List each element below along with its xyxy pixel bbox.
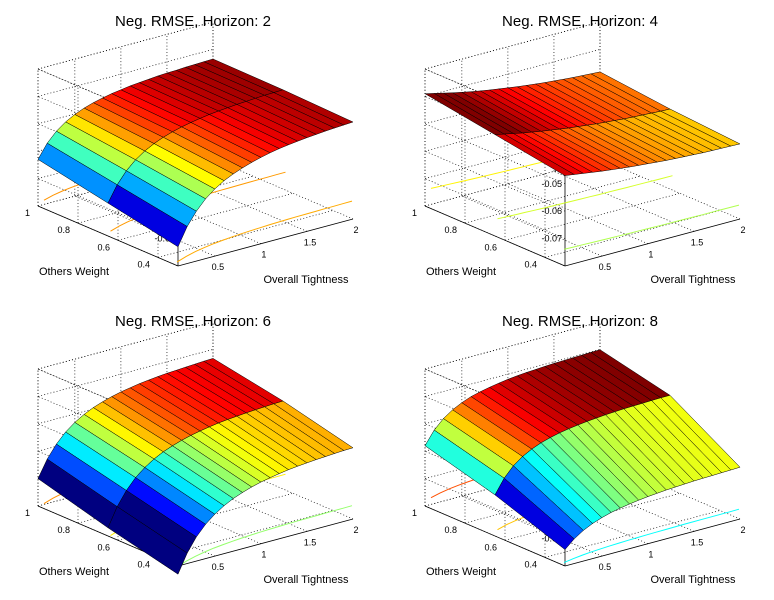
surface-plot-svg: Neg. RMSE, Horizon: 6-0.07-0.06-0.05-0.0… bbox=[25, 313, 359, 586]
chart-title: Neg. RMSE, Horizon: 2 bbox=[115, 13, 271, 30]
x-gridline-floor bbox=[507, 183, 649, 245]
y-axis-line bbox=[37, 205, 179, 267]
y-axis-line bbox=[424, 505, 566, 567]
x-axis-line bbox=[177, 518, 354, 567]
surface-mesh bbox=[37, 358, 354, 575]
x-tick-label: 1 bbox=[648, 550, 653, 560]
surface-plot-horizon-6: Neg. RMSE, Horizon: 6-0.07-0.06-0.05-0.0… bbox=[0, 300, 387, 600]
y-tick-label: 0.8 bbox=[57, 525, 70, 535]
y-tick-label: 0.6 bbox=[484, 542, 497, 552]
floor-contour-line bbox=[497, 175, 673, 220]
surface-patch bbox=[494, 133, 575, 176]
x-tick-label: 2 bbox=[353, 525, 358, 535]
x-tick-label: 1.5 bbox=[304, 537, 317, 547]
z-gridline-back-wall bbox=[424, 49, 601, 97]
x-tick-label: 0.5 bbox=[599, 262, 612, 272]
x-tick-label: 2 bbox=[353, 225, 358, 235]
z-tick-label: -0.05 bbox=[541, 179, 562, 189]
y-gridline-floor bbox=[157, 210, 334, 258]
x-tick-label: 1 bbox=[648, 250, 653, 260]
floor-contour-line bbox=[563, 204, 740, 250]
y-axis-label: Others Weight bbox=[39, 266, 109, 278]
z-gridline-back-wall bbox=[37, 321, 214, 370]
y-gridline-floor bbox=[464, 175, 641, 224]
y-gridline-floor bbox=[504, 492, 681, 541]
y-gridline-floor bbox=[544, 510, 721, 558]
y-gridline-floor bbox=[77, 175, 254, 224]
z-gridline-back-wall bbox=[37, 49, 214, 97]
surface-mesh bbox=[424, 349, 741, 550]
y-tick-label: 1 bbox=[412, 208, 417, 218]
x-axis-line bbox=[564, 218, 741, 267]
surface-plot-horizon-2: Neg. RMSE, Horizon: 2-0.07-0.06-0.05-0.0… bbox=[0, 0, 387, 300]
surface-patch bbox=[107, 506, 188, 575]
z-gridline-back-wall bbox=[37, 21, 214, 70]
x-tick-label: 1.5 bbox=[691, 537, 704, 547]
y-tick-label: 0.6 bbox=[97, 242, 110, 252]
y-gridline-floor bbox=[157, 510, 334, 558]
y-tick-label: 0.6 bbox=[97, 542, 110, 552]
y-tick-label: 0.4 bbox=[137, 559, 150, 569]
z-tick-label: -0.06 bbox=[541, 206, 562, 216]
x-tick-label: 1 bbox=[261, 250, 266, 260]
x-axis-label: Overall Tightness bbox=[651, 274, 736, 286]
y-axis-label: Others Weight bbox=[426, 566, 496, 578]
x-axis-line bbox=[564, 518, 741, 567]
y-tick-label: 0.4 bbox=[137, 259, 150, 269]
y-gridline-floor bbox=[117, 492, 294, 541]
y-axis-label: Others Weight bbox=[39, 566, 109, 578]
surface-patch bbox=[494, 477, 575, 550]
z-gridline-back-wall bbox=[424, 321, 601, 370]
y-tick-label: 0.4 bbox=[524, 259, 537, 269]
y-tick-label: 0.8 bbox=[57, 225, 70, 235]
y-gridline-floor bbox=[544, 210, 721, 258]
z-gridline-back-wall bbox=[424, 349, 601, 397]
x-tick-label: 1.5 bbox=[304, 237, 317, 247]
x-tick-label: 1.5 bbox=[691, 237, 704, 247]
y-tick-label: 1 bbox=[412, 508, 417, 518]
y-tick-label: 0.6 bbox=[484, 242, 497, 252]
x-gridline-floor bbox=[461, 195, 602, 257]
x-tick-label: 2 bbox=[740, 225, 745, 235]
y-tick-label: 1 bbox=[25, 508, 30, 518]
z-gridline-back-wall bbox=[37, 349, 214, 397]
chart-title: Neg. RMSE, Horizon: 4 bbox=[502, 13, 658, 30]
surface-mesh bbox=[424, 71, 741, 176]
surface-plot-svg: Neg. RMSE, Horizon: 4-0.07-0.06-0.05-0.0… bbox=[412, 13, 746, 286]
surface-patch bbox=[107, 184, 188, 248]
y-axis-label: Others Weight bbox=[426, 266, 496, 278]
x-tick-label: 0.5 bbox=[599, 562, 612, 572]
floor-contour-line bbox=[563, 508, 740, 564]
x-tick-label: 1 bbox=[261, 550, 266, 560]
z-gridline-back-wall bbox=[424, 21, 601, 70]
surface-plot-svg: Neg. RMSE, Horizon: 2-0.07-0.06-0.05-0.0… bbox=[25, 13, 359, 286]
chart-title: Neg. RMSE, Horizon: 8 bbox=[502, 313, 658, 330]
floor-contour-line bbox=[176, 200, 353, 263]
x-axis-label: Overall Tightness bbox=[264, 274, 349, 286]
chart-title: Neg. RMSE, Horizon: 6 bbox=[115, 313, 271, 330]
surface-mesh bbox=[37, 58, 354, 248]
floor-contour-line bbox=[176, 505, 353, 568]
y-gridline-floor bbox=[117, 192, 294, 241]
x-axis-line bbox=[177, 218, 354, 267]
y-tick-label: 0.8 bbox=[444, 225, 457, 235]
y-tick-label: 0.4 bbox=[524, 559, 537, 569]
z-tick-label: -0.07 bbox=[541, 234, 562, 244]
x-tick-label: 2 bbox=[740, 525, 745, 535]
surface-plot-horizon-8: Neg. RMSE, Horizon: 8-0.07-0.06-0.05-0.0… bbox=[387, 300, 774, 600]
y-tick-label: 0.8 bbox=[444, 525, 457, 535]
x-axis-label: Overall Tightness bbox=[651, 574, 736, 586]
x-tick-label: 0.5 bbox=[212, 262, 225, 272]
y-axis-line bbox=[424, 205, 566, 267]
y-gridline-floor bbox=[504, 192, 681, 241]
x-axis-label: Overall Tightness bbox=[264, 574, 349, 586]
x-tick-label: 0.5 bbox=[212, 562, 225, 572]
y-tick-label: 1 bbox=[25, 208, 30, 218]
surface-plot-svg: Neg. RMSE, Horizon: 8-0.07-0.06-0.05-0.0… bbox=[412, 313, 746, 586]
surface-plot-horizon-4: Neg. RMSE, Horizon: 4-0.07-0.06-0.05-0.0… bbox=[387, 0, 774, 300]
